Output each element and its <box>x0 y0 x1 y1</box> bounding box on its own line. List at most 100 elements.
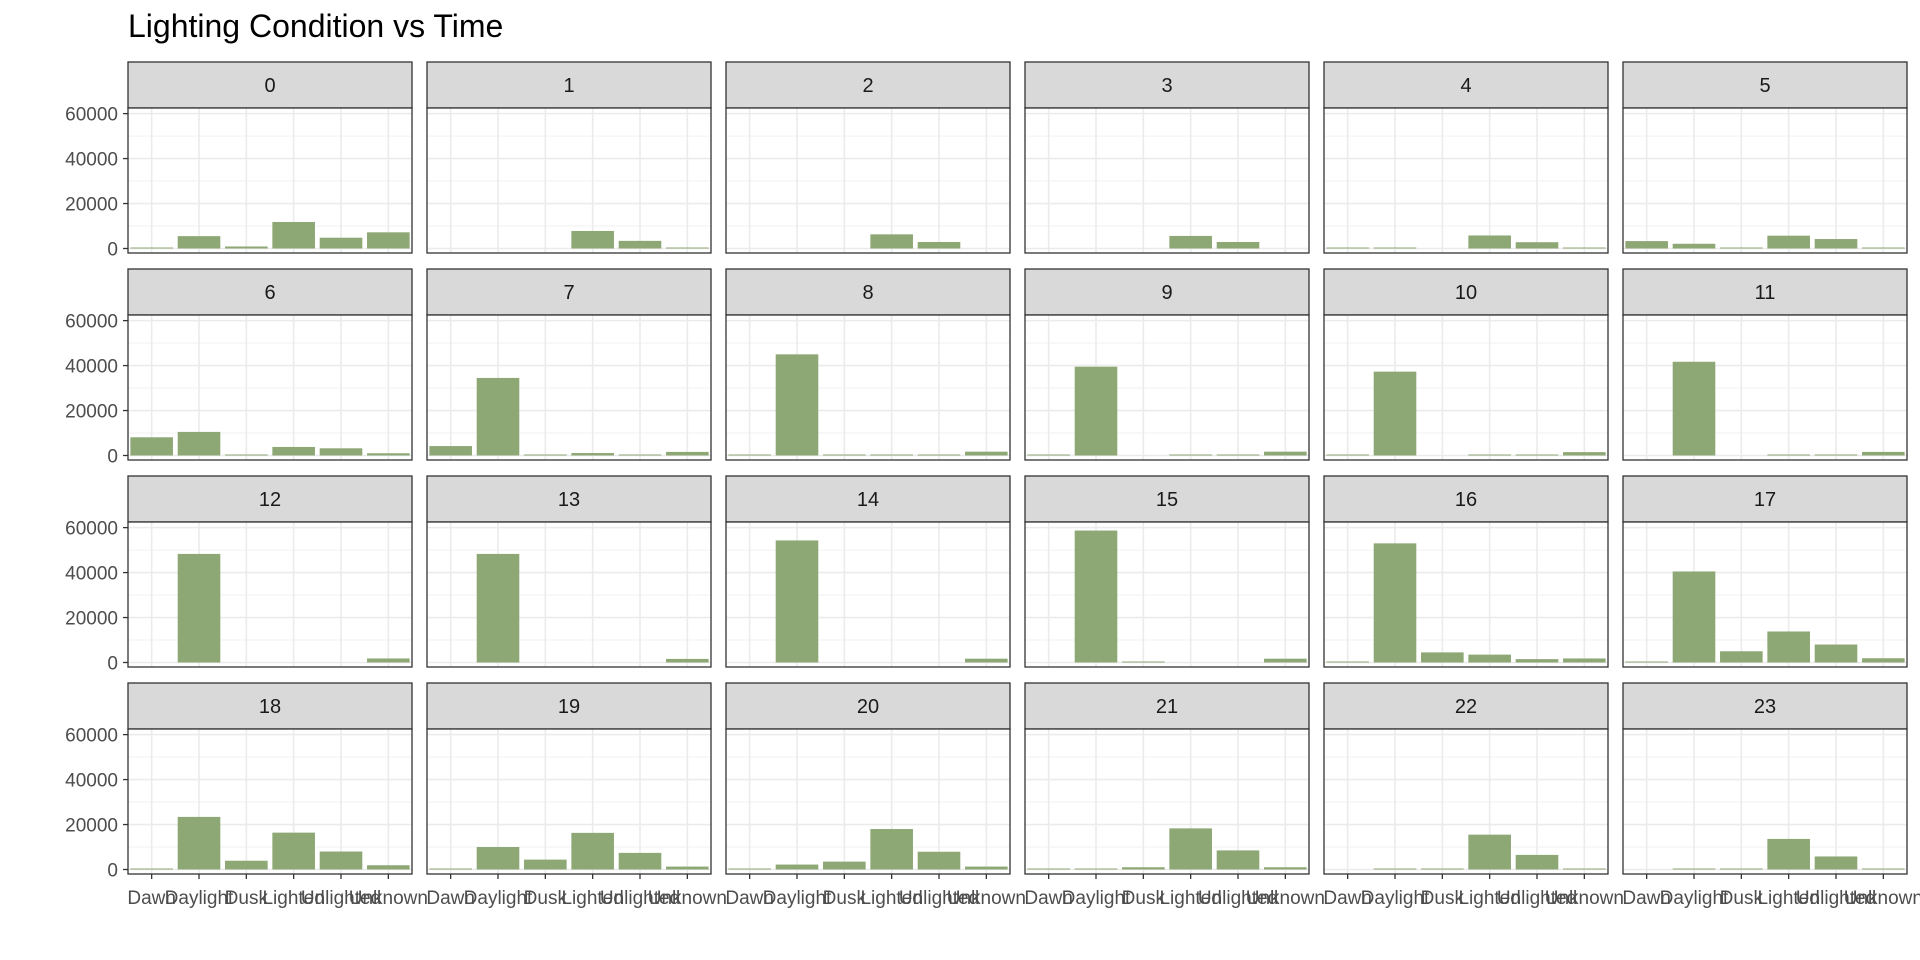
facet-label: 6 <box>264 282 275 304</box>
facet-label: 20 <box>857 696 879 718</box>
bar <box>1720 247 1763 249</box>
bar <box>1862 451 1905 456</box>
x-tick-label: Dusk <box>524 888 568 909</box>
panel-border <box>426 314 712 461</box>
panel-border <box>725 728 1011 875</box>
facet-label: 3 <box>1161 75 1172 97</box>
bar <box>1169 828 1212 870</box>
panel-border <box>1024 728 1310 875</box>
x-tick-label: Dawn <box>426 888 475 909</box>
panel-background <box>1324 315 1608 460</box>
bar <box>1862 658 1905 663</box>
bar <box>618 852 662 870</box>
bar <box>917 851 961 870</box>
facet-label: 22 <box>1455 696 1477 718</box>
panel-background <box>427 729 711 874</box>
facet-label: 23 <box>1754 696 1776 718</box>
panel-border <box>1622 521 1908 668</box>
facet-strip <box>1323 475 1609 523</box>
panel-background <box>726 522 1010 667</box>
bar <box>775 864 819 870</box>
y-tick-label: 60000 <box>65 726 118 747</box>
bar <box>666 658 709 663</box>
panel-background <box>1623 729 1907 874</box>
panel-background <box>1025 729 1309 874</box>
y-tick-label: 0 <box>107 861 118 882</box>
x-tick-label: Dawn <box>1024 888 1073 909</box>
bar <box>1074 868 1118 870</box>
chart-title: Lighting Condition vs Time <box>128 8 504 44</box>
bar <box>1468 454 1511 456</box>
bar <box>1672 571 1716 663</box>
bar <box>524 859 567 870</box>
panel-border <box>1024 107 1310 254</box>
x-tick-label: Lighted <box>1757 888 1819 909</box>
facet-label: 10 <box>1455 282 1477 304</box>
y-tick-label: 40000 <box>65 357 118 378</box>
bar <box>1672 243 1716 249</box>
panel-background <box>128 729 412 874</box>
bar <box>1122 661 1165 663</box>
x-tick-label: Dawn <box>1622 888 1671 909</box>
panel-background <box>1623 315 1907 460</box>
y-tick-label: 60000 <box>65 519 118 540</box>
x-tick-label: Daylight <box>165 888 234 909</box>
bar <box>666 866 709 870</box>
x-tick-label: Dawn <box>127 888 176 909</box>
bar <box>1625 241 1668 249</box>
bar <box>1264 867 1307 870</box>
bar <box>367 232 410 249</box>
panel-border <box>1622 107 1908 254</box>
bar <box>1373 868 1417 870</box>
facet-label: 13 <box>558 489 580 511</box>
bar <box>1421 652 1464 663</box>
x-tick-label: Unknown <box>648 888 727 909</box>
bar <box>1264 658 1307 663</box>
x-tick-label: Dusk <box>823 888 867 909</box>
bar <box>571 832 614 870</box>
bar <box>272 221 315 249</box>
bar <box>1216 850 1260 870</box>
bar <box>823 454 866 456</box>
y-tick-label: 20000 <box>65 609 118 630</box>
panel-border <box>1024 521 1310 668</box>
facet-label: 19 <box>558 696 580 718</box>
bar <box>1814 644 1858 663</box>
bar <box>1515 854 1559 870</box>
facet-label: 5 <box>1759 75 1770 97</box>
bar <box>367 658 410 663</box>
facet-label: 17 <box>1754 489 1776 511</box>
panel-border <box>1622 314 1908 461</box>
bar <box>1720 868 1763 870</box>
bar <box>1515 659 1559 663</box>
facet-label: 21 <box>1156 696 1178 718</box>
bar <box>272 446 315 456</box>
bar <box>319 448 363 456</box>
panel-border <box>127 107 413 254</box>
facet-label: 15 <box>1156 489 1178 511</box>
facet-label: 2 <box>862 75 873 97</box>
panel-background <box>427 108 711 253</box>
bar <box>1515 242 1559 249</box>
facet-label: 14 <box>857 489 879 511</box>
bar <box>1563 868 1606 870</box>
facet-label: 1 <box>563 75 574 97</box>
bar <box>666 451 709 456</box>
bar <box>1468 834 1511 870</box>
bar <box>1814 454 1858 456</box>
panel-border <box>1622 728 1908 875</box>
panel-background <box>1324 522 1608 667</box>
facet-label: 12 <box>259 489 281 511</box>
bar <box>870 234 913 249</box>
bar <box>1326 454 1369 456</box>
panel-background <box>128 522 412 667</box>
bar <box>1326 661 1369 663</box>
panel-background <box>726 729 1010 874</box>
panel-background <box>1324 108 1608 253</box>
panel-background <box>726 108 1010 253</box>
bar <box>1027 868 1070 870</box>
panel-border <box>426 728 712 875</box>
facet-strip <box>725 682 1011 730</box>
bar <box>728 454 771 456</box>
